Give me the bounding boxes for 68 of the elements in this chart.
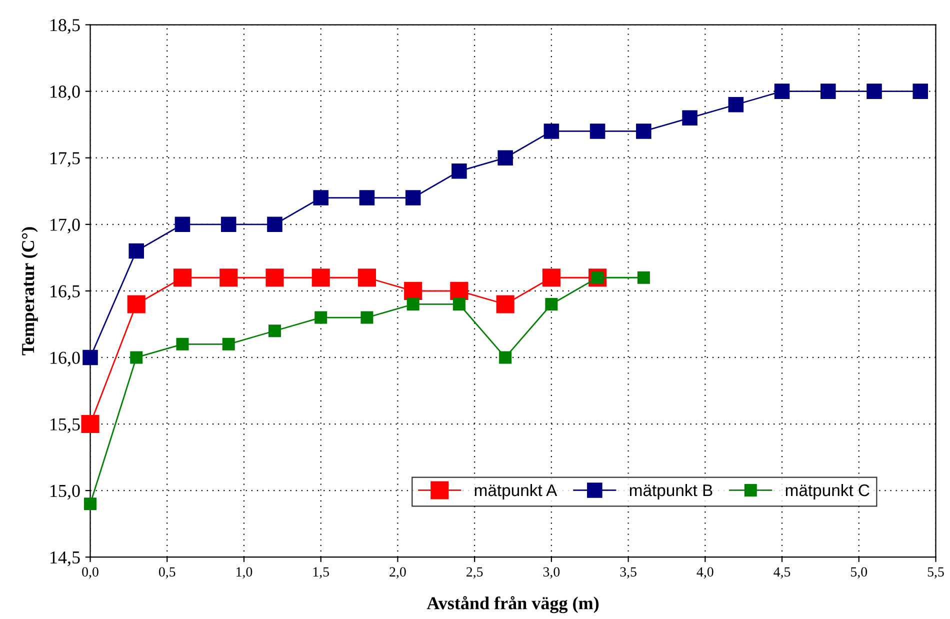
point [404, 282, 422, 300]
point [127, 295, 146, 314]
x-tick-label: 5,0 [851, 567, 868, 579]
point [268, 324, 281, 338]
y-tick-label: 16,5 [50, 285, 80, 300]
point [498, 150, 513, 166]
x-tick-label: 1,0 [236, 567, 252, 579]
point [820, 84, 836, 99]
x-axis-title: Avstånd från vägg (m) [426, 596, 599, 614]
point [266, 268, 284, 287]
point [544, 124, 560, 139]
point [542, 268, 560, 287]
point [313, 190, 328, 206]
point [499, 351, 512, 364]
x-tick-label: 4,0 [696, 567, 714, 579]
point [220, 216, 236, 232]
y-tick-label: 16,0 [50, 352, 80, 367]
x-tick-label: 3,0 [543, 567, 560, 579]
point [358, 268, 376, 287]
point [452, 164, 467, 179]
point [84, 498, 96, 510]
x-tick-label: 0,5 [158, 567, 176, 579]
point [359, 190, 375, 206]
legend-label: mätpunkt B [630, 484, 712, 500]
y-tick-label: 18,5 [50, 19, 80, 34]
x-tick-label: 3,5 [620, 567, 636, 579]
x-tick-label: 1,5 [313, 567, 329, 579]
point [312, 268, 330, 287]
legend-label: mätpunkt A [474, 484, 558, 500]
point [636, 124, 652, 139]
point [82, 350, 98, 366]
y-tick-label: 14,5 [50, 551, 80, 566]
y-tick-label: 15,5 [50, 418, 80, 434]
point [176, 338, 189, 350]
point [452, 298, 466, 310]
point [314, 311, 328, 324]
y-tick-label: 17,5 [50, 152, 80, 167]
point [173, 268, 192, 287]
point [405, 190, 421, 206]
point [450, 282, 468, 300]
point [682, 110, 698, 126]
legend-label: mätpunkt C [786, 484, 870, 500]
y-tick-label: 17,0 [50, 218, 80, 234]
point [637, 271, 650, 284]
point [81, 414, 100, 434]
point [174, 216, 190, 232]
point [496, 295, 514, 314]
point [220, 268, 238, 287]
point [728, 96, 744, 112]
point [866, 84, 882, 99]
y-axis-title: Temperatur (C°) [21, 227, 38, 356]
y-tick-label: 15,0 [50, 484, 80, 500]
x-tick-label: 2,5 [466, 567, 483, 579]
point [128, 243, 144, 259]
y-tick-label: 18,0 [50, 86, 80, 100]
point [130, 351, 143, 364]
point [222, 338, 235, 350]
point [774, 84, 790, 99]
x-tick-label: 5,5 [928, 567, 944, 579]
point [406, 298, 420, 310]
x-tick-label: 0,0 [82, 567, 98, 579]
point [267, 216, 282, 232]
point [360, 311, 374, 324]
point [590, 124, 606, 139]
x-tick-label: 4,5 [774, 567, 790, 579]
x-tick-label: 2,0 [390, 567, 406, 579]
point [545, 298, 558, 310]
point [912, 84, 928, 99]
